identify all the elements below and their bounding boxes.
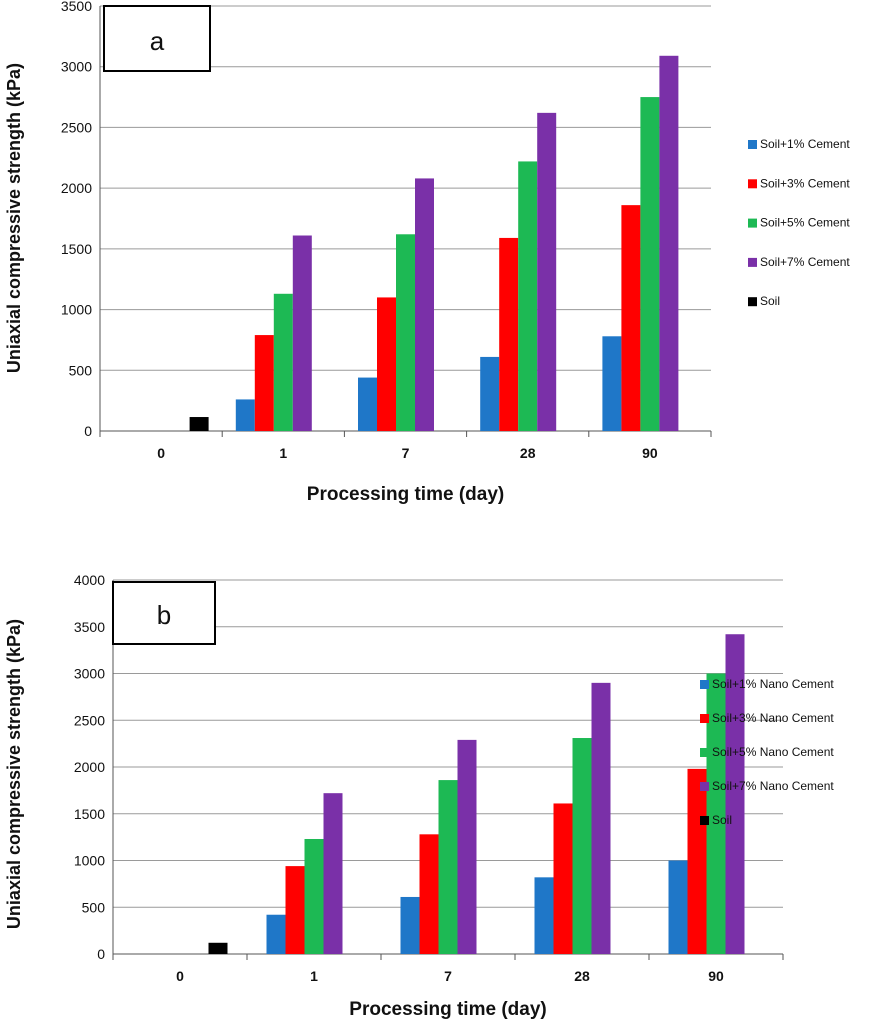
- bar-b-s1-c2: [419, 834, 439, 954]
- legend-swatch: [748, 140, 757, 149]
- bar-b-s0-c1: [266, 914, 286, 954]
- legend-swatch: [748, 179, 757, 189]
- x-axis-title: Processing time (day): [307, 484, 504, 505]
- bar-a-s3-c3: [537, 112, 557, 431]
- bar-b-s3-c2: [457, 739, 477, 954]
- legend-swatch: [748, 218, 757, 228]
- legend-label: Soil+3% Cement: [760, 176, 850, 190]
- bar-a-s3-c2: [415, 178, 434, 431]
- legend-label: Soil: [712, 813, 732, 827]
- bar-b-s3-c1: [323, 793, 343, 954]
- bar-b-s1-c3: [553, 803, 573, 954]
- bar-a-s0-c3: [480, 356, 500, 431]
- bar-b-s2-c1: [304, 838, 324, 954]
- y-axis-title: Uniaxial compressive strength (kPa): [4, 619, 24, 929]
- bar-b-s2-c3: [572, 738, 592, 954]
- bar-a-s2-c4: [640, 97, 660, 432]
- legend-label: Soil+3% Nano Cement: [712, 711, 834, 725]
- y-tick-label: 2500: [61, 119, 92, 135]
- bar-a-s0-c1: [235, 399, 255, 431]
- bar-a-s2-c3: [518, 161, 538, 431]
- bar-b-s1-c1: [285, 866, 305, 954]
- bar-a-s0-c4: [602, 336, 622, 431]
- x-tick-label: 90: [708, 968, 724, 984]
- bar-b-s0-c4: [668, 860, 688, 954]
- x-tick-label: 28: [574, 968, 590, 984]
- bar-a-s3-c1: [292, 235, 312, 431]
- x-tick-label: 7: [402, 445, 410, 461]
- bar-b-s3-c4: [725, 634, 745, 954]
- legend-label: Soil+1% Cement: [760, 137, 850, 151]
- bar-b-s0-c3: [534, 877, 554, 954]
- legend-label: Soil: [760, 294, 780, 308]
- bar-a-s1-c4: [621, 205, 641, 431]
- legend-swatch: [700, 714, 709, 723]
- y-tick-label: 0: [84, 423, 92, 439]
- legend-label: Soil+7% Nano Cement: [712, 779, 834, 793]
- y-tick-label: 1500: [61, 241, 92, 257]
- legend-label: Soil+7% Cement: [760, 255, 850, 269]
- legend-swatch: [748, 297, 757, 307]
- y-tick-label: 1000: [74, 853, 105, 869]
- legend-swatch: [700, 680, 709, 689]
- chart-panel-b: 0 500 1000 1500 2000 2500 3000 3500 4000 0 1 7 28 90 b…: [4, 572, 834, 1020]
- panel-label: a: [150, 26, 165, 56]
- legend-label: Soil+5% Cement: [760, 216, 850, 230]
- bar-b-s3-c3: [591, 682, 611, 954]
- bar-a-s1-c2: [377, 297, 396, 431]
- x-axis-title: Processing time (day): [349, 999, 546, 1020]
- bar-a-s3-c4: [659, 55, 679, 432]
- y-tick-label: 3000: [61, 59, 92, 75]
- bar-a-s2-c2: [396, 234, 415, 431]
- bar-a-s1-c3: [499, 237, 519, 431]
- y-tick-label: 2000: [61, 180, 92, 196]
- y-tick-label: 4000: [74, 572, 105, 588]
- x-tick-label: 28: [520, 445, 536, 461]
- y-tick-label: 3000: [74, 666, 105, 682]
- panel-label-box: [112, 581, 216, 645]
- y-tick-label: 3500: [74, 619, 105, 635]
- legend-swatch: [700, 748, 709, 757]
- bar-a-s1-c1: [254, 335, 274, 431]
- y-tick-label: 500: [69, 362, 93, 378]
- x-tick-label: 1: [279, 445, 287, 461]
- bar-b-s2-c2: [438, 780, 458, 954]
- chart-panel-a: 0 500 1000 1500 2000 2500 3000 3500 0 1 7 28 90 a Proc…: [4, 0, 850, 505]
- y-tick-label: 500: [82, 899, 106, 915]
- legend-label: Soil+5% Nano Cement: [712, 745, 834, 759]
- y-tick-label: 1000: [61, 302, 92, 318]
- bar-b-s2-c4: [706, 673, 726, 954]
- y-tick-label: 2000: [74, 759, 105, 775]
- legend-label: Soil+1% Nano Cement: [712, 677, 834, 691]
- y-tick-label: 3500: [61, 0, 92, 14]
- y-tick-label: 2500: [74, 712, 105, 728]
- panel-label: b: [157, 600, 171, 630]
- x-tick-label: 1: [310, 968, 318, 984]
- bar-a-s4-c0: [189, 417, 209, 431]
- x-tick-label: 0: [157, 445, 165, 461]
- bar-a-s2-c1: [273, 293, 293, 431]
- y-tick-label: 0: [97, 946, 105, 962]
- bar-a-s0-c2: [358, 377, 377, 431]
- legend-swatch: [700, 782, 709, 791]
- bar-b-s4-c0: [208, 942, 228, 954]
- x-tick-label: 0: [176, 968, 184, 984]
- y-axis-title: Uniaxial compressive strength (kPa): [4, 63, 24, 373]
- y-tick-label: 1500: [74, 806, 105, 822]
- x-tick-label: 7: [444, 968, 452, 984]
- panel-label-box: [103, 5, 211, 72]
- bar-b-s0-c2: [400, 896, 420, 954]
- bar-b-s1-c4: [687, 768, 707, 954]
- legend-swatch: [700, 816, 709, 825]
- legend-swatch: [748, 257, 757, 267]
- x-tick-label: 90: [642, 445, 658, 461]
